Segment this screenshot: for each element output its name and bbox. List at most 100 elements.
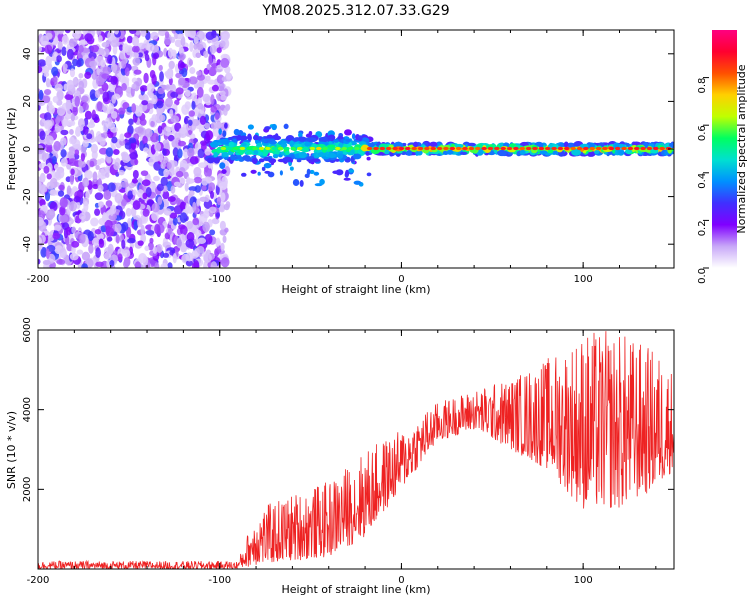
noise-blob xyxy=(101,73,110,79)
noise-blob xyxy=(157,125,163,134)
noise-blob xyxy=(180,242,188,253)
signal-core xyxy=(271,146,278,151)
noise-blob xyxy=(94,89,101,99)
noise-blob xyxy=(56,55,62,63)
noise-blob xyxy=(113,148,120,155)
noise-blob xyxy=(114,223,122,233)
signal-blob xyxy=(244,156,252,162)
noise-blob xyxy=(169,109,174,118)
noise-blob xyxy=(138,252,147,264)
signal-core xyxy=(468,146,475,151)
noise-blob xyxy=(102,212,108,223)
noise-blob xyxy=(169,212,178,219)
noise-blob xyxy=(137,52,144,58)
snr-ticks: -200 -100 0 100 2000 4000 6000 xyxy=(22,317,674,586)
noise-blob xyxy=(91,109,96,119)
noise-blob xyxy=(110,39,120,48)
noise-blob xyxy=(211,30,217,39)
noise-blob xyxy=(163,38,171,46)
noise-blob xyxy=(210,261,218,268)
noise-blob xyxy=(43,71,50,77)
noise-blob xyxy=(66,48,74,60)
noise-blob xyxy=(194,185,202,193)
noise-blob xyxy=(164,31,170,39)
signal-blob xyxy=(337,153,344,159)
noise-blob xyxy=(122,102,130,110)
signal-blob xyxy=(322,136,328,143)
signal-core xyxy=(335,146,341,151)
noise-blob xyxy=(154,112,164,124)
noise-blob xyxy=(97,201,104,208)
noise-blob xyxy=(202,221,210,233)
noise-blob xyxy=(86,133,93,140)
signal-core xyxy=(322,146,328,151)
noise-blob xyxy=(185,178,195,184)
colorbar-tick-label: 0.2 xyxy=(697,220,708,236)
noise-blob xyxy=(88,244,94,254)
noise-blob xyxy=(171,139,180,148)
noise-blob xyxy=(140,224,145,236)
signal-blob xyxy=(384,149,390,155)
noise-blob xyxy=(69,128,74,135)
signal-blob xyxy=(454,143,464,149)
noise-blob xyxy=(53,163,59,170)
signal-core xyxy=(614,146,621,151)
signal-blob xyxy=(247,134,252,142)
noise-blob xyxy=(52,95,59,103)
signal-blob xyxy=(241,142,247,147)
noise-blob xyxy=(81,263,88,268)
noise-blob xyxy=(118,44,124,51)
noise-blob xyxy=(90,44,100,53)
noise-blob xyxy=(105,147,114,157)
noise-blob xyxy=(178,77,186,86)
noise-blob xyxy=(69,68,76,78)
transition-blob xyxy=(366,156,371,161)
noise-blob xyxy=(216,47,222,54)
noise-blob xyxy=(107,54,113,65)
signal-blob xyxy=(519,149,526,156)
noise-blob xyxy=(203,50,209,58)
noise-blob xyxy=(142,208,150,217)
spectrogram-ylabel: Frequency (Hz) xyxy=(5,108,18,191)
signal-core xyxy=(341,146,347,151)
spectrogram-xtick-label: 100 xyxy=(574,274,593,285)
transition-blob xyxy=(261,166,266,171)
noise-blob xyxy=(146,42,155,52)
noise-blob xyxy=(38,183,46,194)
noise-blob xyxy=(129,152,139,160)
noise-blob xyxy=(154,142,162,152)
colorbar-label: Normalized spectral amplitude xyxy=(735,64,748,233)
noise-blob xyxy=(76,249,84,255)
noise-blob xyxy=(152,246,158,254)
noise-blob xyxy=(133,220,138,231)
noise-blob xyxy=(178,45,184,53)
noise-blob xyxy=(124,132,132,139)
noise-blob xyxy=(225,103,231,111)
noise-blob xyxy=(80,145,87,154)
noise-blob xyxy=(96,30,102,36)
transition-blob xyxy=(224,122,228,129)
noise-blob xyxy=(115,234,120,244)
noise-blob xyxy=(121,239,126,249)
noise-blob xyxy=(107,131,114,139)
noise-blob xyxy=(68,200,78,212)
noise-blob xyxy=(172,253,177,264)
transition-blob xyxy=(263,162,272,169)
signal-core xyxy=(583,146,589,151)
noise-blob xyxy=(85,190,90,199)
noise-blob xyxy=(84,110,93,120)
signal-core xyxy=(239,146,246,151)
noise-blob xyxy=(82,139,89,148)
snr-ytick-label: 2000 xyxy=(22,477,33,502)
noise-blob xyxy=(177,140,187,147)
transition-blob xyxy=(271,123,277,131)
noise-blob xyxy=(68,38,78,47)
signal-blob xyxy=(222,151,229,158)
spectrogram-ytick-label: -40 xyxy=(22,236,33,252)
signal-blob xyxy=(285,135,295,142)
signal-blob xyxy=(246,150,253,155)
noise-blob xyxy=(43,88,52,96)
noise-blob xyxy=(66,79,74,90)
noise-blob xyxy=(90,30,96,36)
signal-core xyxy=(513,146,519,151)
